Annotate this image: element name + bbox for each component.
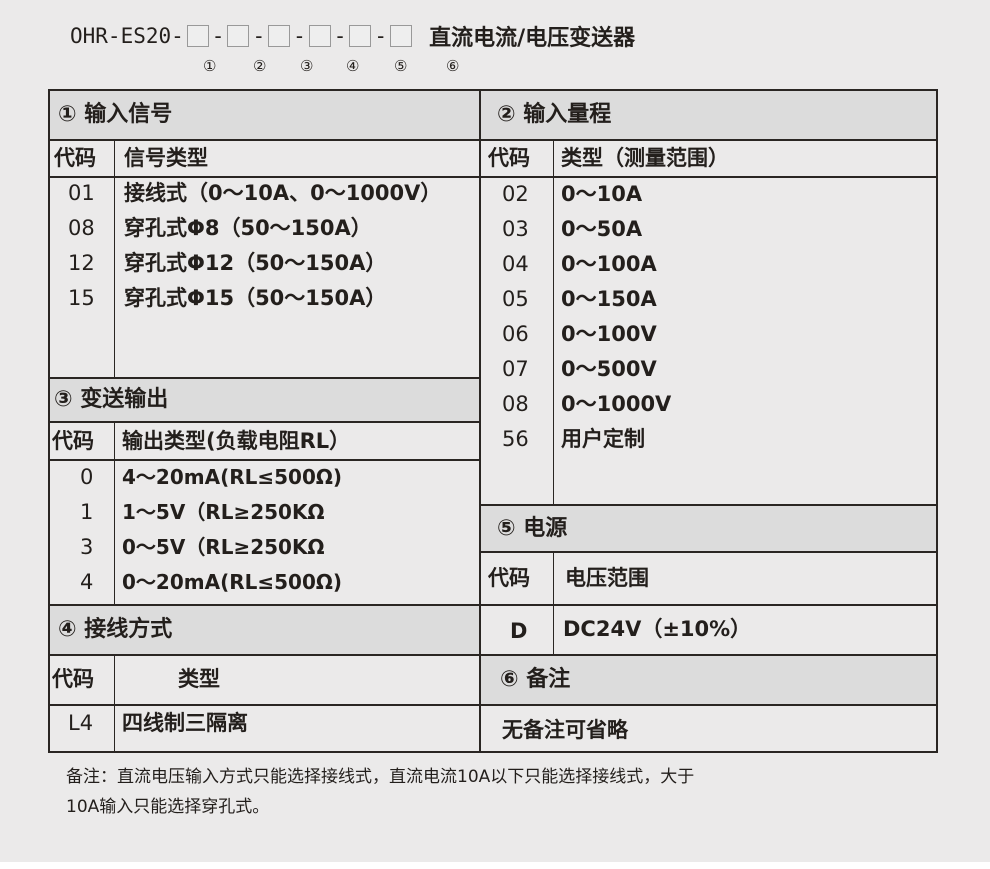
type-cell: 0～1000V xyxy=(561,392,672,416)
code-header: 代码 xyxy=(488,566,530,590)
type-cell: 0～500V xyxy=(561,357,657,381)
slot-box-1 xyxy=(186,25,209,47)
dash: - xyxy=(374,24,388,48)
slot-box-3 xyxy=(268,25,291,47)
footnote-line-2: 10A输入只能选择穿孔式。 xyxy=(66,797,270,817)
code-cell: 56 xyxy=(502,427,529,451)
slot-box-2 xyxy=(227,25,250,47)
type-cell: 穿孔式Φ8（50～150A） xyxy=(124,216,372,240)
slot-box-6 xyxy=(390,25,413,47)
code-header: 代码 xyxy=(52,667,94,691)
code-header: 代码 xyxy=(54,146,96,170)
slot-num: ② xyxy=(253,57,267,75)
type-cell: DC24V（±10%） xyxy=(563,617,752,641)
dash: - xyxy=(211,24,225,48)
type-cell: 0～50A xyxy=(561,217,643,241)
slot-num: ④ xyxy=(346,57,360,75)
type-cell: 0～10A xyxy=(561,182,643,206)
dash: - xyxy=(293,24,306,48)
code-cell: 07 xyxy=(502,357,529,381)
code-cell: D xyxy=(510,619,528,643)
slot-num: ⑥ xyxy=(446,57,460,75)
footnote-line-1: 备注：直流电压输入方式只能选择接线式，直流电流10A以下只能选择接线式，大于 xyxy=(66,767,695,787)
dash: - xyxy=(333,24,347,48)
slot-num: ③ xyxy=(300,57,314,75)
section-input-signal-title: ① 输入信号 xyxy=(58,102,173,127)
type-header: 电压范围 xyxy=(565,566,649,590)
type-cell: 0～20mA(RL≤500Ω) xyxy=(122,570,342,594)
code-header: 代码 xyxy=(488,146,530,170)
code-cell: 15 xyxy=(68,286,95,310)
product-name: 直流电流/电压变送器 xyxy=(429,26,636,51)
type-cell: 0～100A xyxy=(561,252,657,276)
slot-num: ① xyxy=(203,57,217,75)
footnote: 备注：直流电压输入方式只能选择接线式，直流电流10A以下只能选择接线式，大于 1… xyxy=(66,762,926,822)
type-cell: 0～150A xyxy=(561,287,657,311)
section-output-title: ③ 变送输出 xyxy=(54,387,169,412)
code-cell: 4 xyxy=(80,570,94,594)
type-header: 类型 xyxy=(178,667,220,691)
type-header: 类型（测量范围） xyxy=(561,146,729,170)
code-cell: 06 xyxy=(502,322,529,346)
section-wiring-title: ④ 接线方式 xyxy=(58,617,173,642)
code-cell: 0 xyxy=(80,465,94,489)
remark-text: 无备注可省略 xyxy=(502,718,628,742)
section-remark-title: ⑥ 备注 xyxy=(500,667,571,692)
code-cell: 08 xyxy=(68,216,95,240)
model-prefix: OHR-ES20- xyxy=(70,24,184,48)
code-cell: 04 xyxy=(502,252,529,276)
slot-box-5 xyxy=(349,25,372,47)
code-cell: 3 xyxy=(80,535,94,559)
dash: - xyxy=(252,24,266,48)
type-cell: 0～5V（RL≥250KΩ xyxy=(122,535,325,559)
type-cell: 1～5V（RL≥250KΩ xyxy=(122,500,325,524)
code-cell: 03 xyxy=(502,217,529,241)
section-power-title: ⑤ 电源 xyxy=(497,516,568,541)
code-cell: 08 xyxy=(502,392,529,416)
code-cell: 02 xyxy=(502,182,529,206)
type-header: 信号类型 xyxy=(124,146,208,170)
model-title: OHR-ES20- - - - - - 直流电流/电压变送器 xyxy=(70,20,635,52)
code-cell: 1 xyxy=(80,500,94,524)
type-cell: 四线制三隔离 xyxy=(122,711,248,735)
slot-box-4 xyxy=(308,25,331,47)
code-cell: 01 xyxy=(68,181,95,205)
code-cell: L4 xyxy=(68,711,94,735)
type-cell: 0～100V xyxy=(561,322,657,346)
code-header: 代码 xyxy=(52,429,94,453)
type-cell: 4～20mA(RL≤500Ω) xyxy=(122,465,342,489)
type-cell: 穿孔式Φ12（50～150A） xyxy=(124,251,387,275)
slot-num: ⑤ xyxy=(394,57,408,75)
type-cell: 用户定制 xyxy=(561,427,645,451)
type-cell: 接线式（0～10A、0～1000V） xyxy=(124,181,442,205)
section-input-range-title: ② 输入量程 xyxy=(497,102,612,127)
type-cell: 穿孔式Φ15（50～150A） xyxy=(124,286,387,310)
type-header: 输出类型(负载电阻RL） xyxy=(122,429,351,453)
code-cell: 05 xyxy=(502,287,529,311)
code-cell: 12 xyxy=(68,251,95,275)
